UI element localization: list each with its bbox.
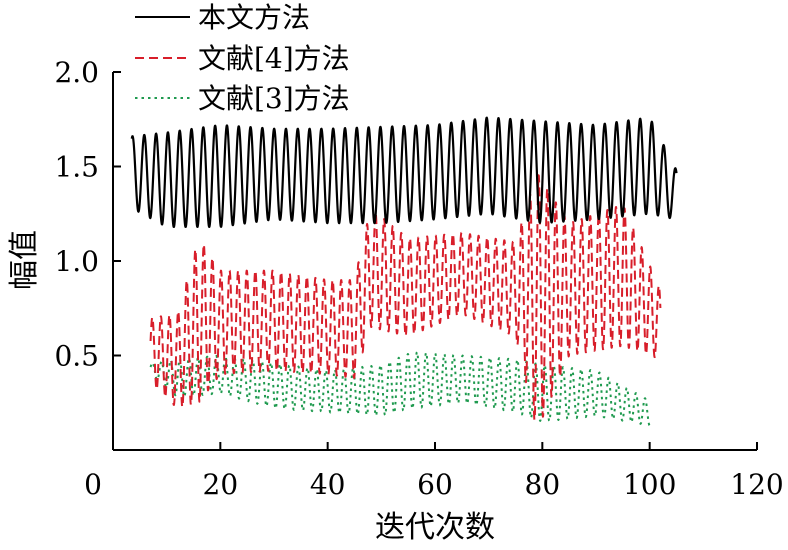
series-line-2 bbox=[149, 174, 662, 421]
x-tick-label: 80 bbox=[525, 468, 561, 501]
x-axis-title: 迭代次数 bbox=[375, 510, 495, 545]
y-tick-label: 0.5 bbox=[54, 340, 99, 373]
series-layer bbox=[130, 116, 678, 427]
y-axis-title: 幅值 bbox=[7, 230, 42, 290]
y-tick-label: 1.0 bbox=[54, 245, 99, 278]
legend-label-3: 文献[3]方法 bbox=[198, 82, 350, 115]
y-tick-label: 2.0 bbox=[54, 56, 99, 89]
x-tick-label: 60 bbox=[417, 468, 453, 501]
x-tick-label: 20 bbox=[203, 468, 239, 501]
legend-label-2: 文献[4]方法 bbox=[198, 42, 350, 75]
series-line-1 bbox=[130, 116, 678, 228]
y-tick-label: 1.5 bbox=[54, 151, 99, 184]
x-tick-label: 120 bbox=[730, 468, 783, 501]
x-tick-label: 40 bbox=[310, 468, 346, 501]
axes: 0 20 40 60 80 100 120 0.5 1.0 1.5 2.0 bbox=[54, 56, 783, 501]
x-tick-label: 0 bbox=[84, 468, 102, 501]
x-tick-label: 100 bbox=[623, 468, 676, 501]
legend-label-1: 本文方法 bbox=[198, 1, 310, 34]
